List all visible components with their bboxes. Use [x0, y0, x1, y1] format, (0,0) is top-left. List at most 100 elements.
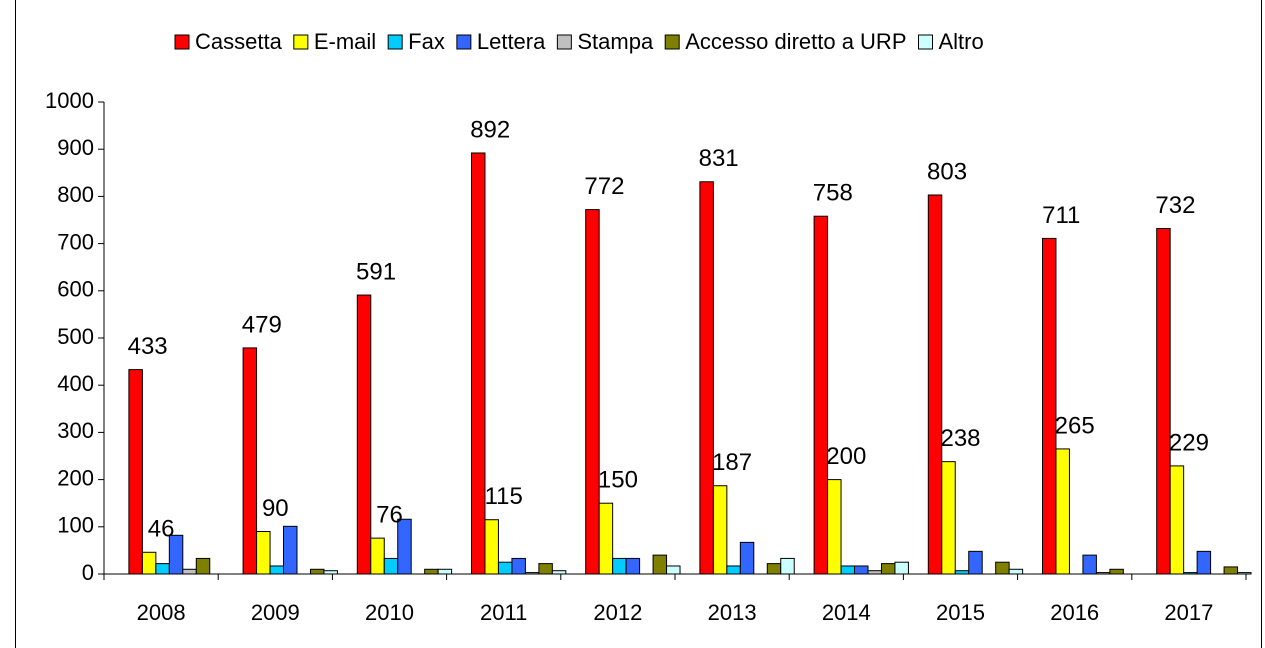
bar — [470, 152, 486, 575]
x-tick-label: 2016 — [1050, 600, 1099, 625]
bar — [1082, 554, 1097, 575]
bar — [585, 209, 600, 575]
y-tick-label: 200 — [57, 465, 94, 490]
bar — [880, 563, 896, 575]
data-label: 200 — [826, 443, 866, 470]
data-label: 265 — [1055, 412, 1095, 439]
bar — [524, 572, 540, 575]
bar — [309, 568, 325, 575]
legend-label: E-mail — [314, 29, 376, 54]
x-tick-label: 2012 — [593, 600, 642, 625]
y-tick-label: 300 — [57, 418, 94, 443]
bar — [739, 541, 755, 575]
chart-border — [15, 0, 1262, 648]
bar — [1109, 568, 1124, 575]
bar — [195, 557, 211, 575]
bar — [726, 565, 741, 575]
y-tick-label: 0 — [82, 560, 94, 585]
x-tick-label: 2017 — [1164, 600, 1213, 625]
legend-label: Altro — [939, 29, 984, 54]
y-tick-label: 600 — [57, 277, 94, 302]
y-tick-label: 500 — [57, 324, 94, 349]
y-tick-label: 700 — [57, 229, 94, 254]
data-label: 711 — [1042, 202, 1080, 229]
bar — [182, 568, 197, 575]
data-label: 591 — [356, 258, 396, 285]
legend-label: Stampa — [577, 29, 654, 54]
bar — [894, 561, 909, 575]
bar — [854, 565, 869, 575]
legend-label: Fax — [408, 29, 445, 54]
bar — [666, 565, 681, 575]
y-tick-label: 800 — [57, 182, 94, 207]
y-tick-label: 900 — [57, 135, 94, 160]
data-label: 150 — [598, 467, 638, 494]
bar — [968, 550, 983, 575]
bar — [155, 563, 170, 575]
bar — [712, 485, 728, 575]
legend-label: Cassetta — [195, 29, 283, 54]
bar — [1237, 572, 1252, 575]
y-tick-label: 400 — [57, 371, 94, 396]
bar — [424, 568, 439, 575]
data-label: 831 — [699, 145, 739, 172]
x-tick-label: 2013 — [708, 600, 757, 625]
bar — [168, 534, 184, 575]
bar — [1169, 465, 1185, 575]
bar — [1156, 227, 1171, 575]
bar — [141, 551, 157, 575]
bar — [780, 557, 795, 575]
data-label: 238 — [940, 425, 980, 452]
x-tick-label: 2009 — [251, 600, 300, 625]
bar — [598, 502, 614, 575]
data-label: 115 — [485, 483, 523, 510]
y-tick-label: 100 — [57, 513, 94, 538]
legend-swatch — [387, 34, 403, 50]
data-label: 229 — [1169, 429, 1209, 456]
x-tick-label: 2014 — [822, 600, 871, 625]
data-label: 433 — [128, 333, 168, 360]
bar — [766, 563, 782, 575]
bar — [551, 570, 567, 575]
legend-swatch — [293, 34, 309, 50]
bar — [356, 294, 372, 575]
data-label: 892 — [470, 116, 510, 143]
data-label: 732 — [1155, 192, 1195, 219]
bar — [612, 557, 627, 575]
data-label: 772 — [584, 173, 624, 200]
bar — [497, 561, 513, 575]
data-label: 90 — [262, 495, 289, 522]
bar — [813, 215, 829, 575]
bar — [1196, 550, 1212, 575]
bar — [840, 565, 856, 575]
legend-swatch — [918, 34, 933, 50]
legend: Cassetta E-mail Fax Lettera Stampa Accesso di… — [174, 29, 984, 54]
bar — [941, 461, 956, 575]
bar — [484, 519, 499, 575]
x-tick-label: 2011 — [480, 600, 527, 625]
bar — [397, 518, 412, 575]
bar — [242, 347, 258, 575]
legend-label: Lettera — [477, 29, 546, 54]
bar — [927, 194, 943, 575]
bar — [1041, 237, 1057, 575]
legend-label: Accesso diretto a URP — [685, 29, 906, 54]
bar — [1183, 572, 1198, 575]
data-label: 187 — [712, 449, 752, 476]
bar — [867, 570, 882, 575]
x-tick-label: 2008 — [137, 600, 186, 625]
bar — [1008, 568, 1024, 575]
legend-swatch — [664, 34, 680, 50]
bar — [437, 568, 453, 575]
y-tick-label: 1000 — [45, 88, 94, 113]
data-label: 479 — [242, 311, 282, 338]
legend-swatch — [556, 34, 572, 50]
data-label: 46 — [148, 516, 175, 543]
data-label: 76 — [376, 501, 403, 528]
bar — [1055, 448, 1070, 575]
data-label: 803 — [927, 158, 967, 185]
data-label: 758 — [813, 180, 853, 207]
bar — [256, 531, 271, 575]
bar — [283, 525, 298, 575]
